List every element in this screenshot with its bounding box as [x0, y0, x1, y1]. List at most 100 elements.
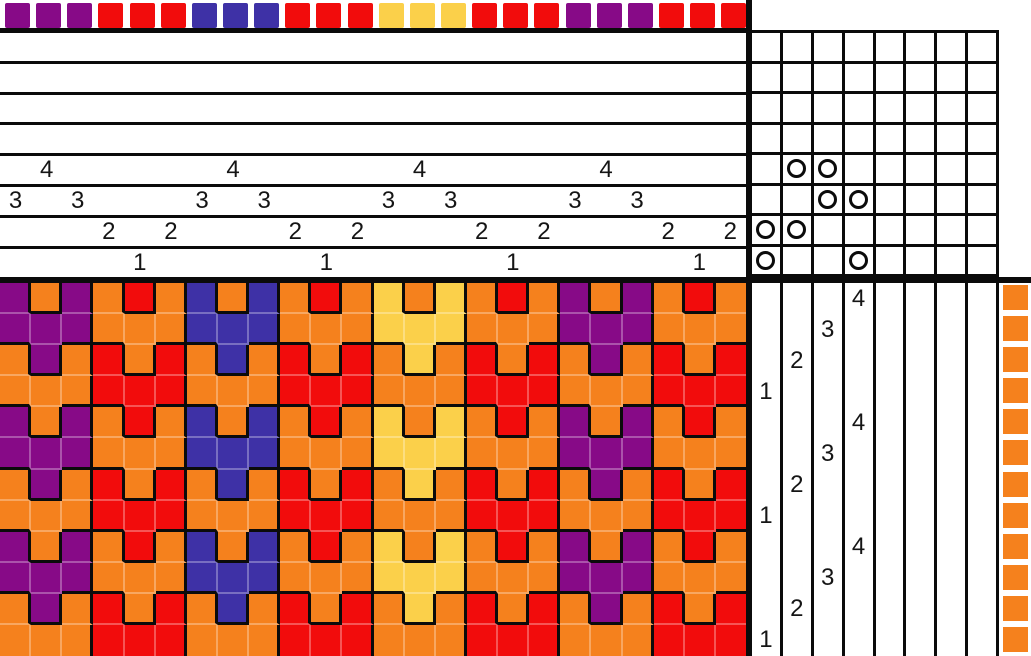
warp-color-square[interactable] [316, 3, 342, 28]
treadling-cell[interactable] [968, 345, 999, 377]
tieup-cell[interactable] [937, 33, 969, 64]
threading-cell[interactable] [528, 156, 559, 184]
treadling-cell[interactable] [845, 624, 876, 656]
treadling-cell[interactable] [937, 345, 969, 377]
threading-cell[interactable] [653, 249, 684, 277]
threading-cell[interactable]: 2 [342, 218, 373, 246]
warp-color-square[interactable] [191, 3, 217, 28]
threading-cell[interactable] [435, 156, 466, 184]
threading-cell[interactable]: 1 [497, 249, 528, 277]
weft-color-square[interactable] [1003, 285, 1028, 310]
treadling-cell[interactable] [814, 593, 845, 625]
threading-cell[interactable] [93, 33, 124, 61]
treadling-cell[interactable] [814, 469, 845, 501]
tieup-cell[interactable] [813, 33, 845, 64]
threading-cell[interactable] [373, 33, 404, 61]
treadling-cell[interactable] [906, 531, 938, 563]
threading-cell[interactable] [590, 64, 621, 92]
treadling-cell[interactable] [937, 531, 969, 563]
tieup-cell[interactable] [844, 246, 876, 277]
treadling-cell[interactable] [845, 345, 876, 377]
treadling-cell[interactable] [968, 562, 999, 594]
threading-cell[interactable] [653, 187, 684, 215]
treadling-cell[interactable] [876, 469, 907, 501]
treadling-cell[interactable] [876, 283, 907, 315]
tieup-cell[interactable] [968, 155, 999, 186]
treadling-cell[interactable]: 3 [814, 562, 845, 594]
threading-cell[interactable] [684, 125, 715, 153]
threading-cell[interactable] [653, 33, 684, 61]
treadling-cell[interactable]: 2 [783, 345, 814, 377]
tieup-cell[interactable] [937, 63, 969, 94]
treadling-cell[interactable] [845, 376, 876, 408]
threading-cell[interactable] [715, 33, 746, 61]
threading-cell[interactable] [373, 95, 404, 123]
threading-cell[interactable] [435, 125, 466, 153]
threading-cell[interactable] [653, 95, 684, 123]
warp-color-square[interactable] [721, 3, 747, 28]
treadling-cell[interactable] [814, 500, 845, 532]
treadling-cell[interactable]: 1 [752, 624, 783, 656]
threading-cell[interactable]: 3 [559, 187, 590, 215]
threading-cell[interactable] [124, 218, 155, 246]
treadling-cell[interactable] [906, 562, 938, 594]
treadling-cell[interactable]: 4 [845, 407, 876, 439]
tieup-cell[interactable] [782, 124, 814, 155]
tieup-cell[interactable] [844, 94, 876, 125]
threading-cell[interactable] [684, 218, 715, 246]
treadling-cell[interactable] [876, 376, 907, 408]
threading-cell[interactable] [186, 125, 217, 153]
treadling-cell[interactable] [906, 376, 938, 408]
treadling-cell[interactable] [783, 624, 814, 656]
threading-cell[interactable] [0, 95, 31, 123]
threading-cell[interactable] [373, 64, 404, 92]
threading-cell[interactable] [311, 187, 342, 215]
threading-cell[interactable] [497, 125, 528, 153]
threading-cell[interactable] [590, 125, 621, 153]
tieup-cell[interactable] [844, 33, 876, 64]
threading-cell[interactable]: 3 [373, 187, 404, 215]
tieup-cell[interactable] [752, 63, 783, 94]
treadling-cell[interactable] [968, 283, 999, 315]
threading-cell[interactable] [155, 33, 186, 61]
warp-color-square[interactable] [440, 3, 466, 28]
threading-cell[interactable]: 1 [684, 249, 715, 277]
threading-cell[interactable] [93, 249, 124, 277]
threading-cell[interactable]: 2 [528, 218, 559, 246]
tieup-cell[interactable] [844, 216, 876, 247]
threading-cell[interactable] [62, 33, 93, 61]
treadling-cell[interactable] [876, 500, 907, 532]
treadling-cell[interactable] [752, 283, 783, 315]
warp-color-square[interactable] [285, 3, 311, 28]
threading-cell[interactable] [590, 249, 621, 277]
threading-cell[interactable] [342, 249, 373, 277]
tieup-cell[interactable] [844, 124, 876, 155]
tieup-cell[interactable] [782, 33, 814, 64]
weft-color-square[interactable] [1003, 627, 1028, 653]
threading-cell[interactable]: 3 [622, 187, 653, 215]
threading-cell[interactable] [435, 218, 466, 246]
threading-cell[interactable] [590, 33, 621, 61]
threading-cell[interactable] [186, 249, 217, 277]
threading-cell[interactable] [93, 156, 124, 184]
threading-cell[interactable] [186, 95, 217, 123]
treadling-cell[interactable] [937, 469, 969, 501]
threading-cell[interactable] [124, 156, 155, 184]
threading-cell[interactable] [342, 64, 373, 92]
threading-cell[interactable]: 2 [280, 218, 311, 246]
threading-cell[interactable] [404, 33, 435, 61]
threading-cell[interactable] [684, 156, 715, 184]
threading-cell[interactable] [373, 156, 404, 184]
threading-cell[interactable]: 2 [466, 218, 497, 246]
threading-cell[interactable] [31, 249, 62, 277]
threading-cell[interactable] [93, 187, 124, 215]
tieup-cell[interactable] [875, 94, 907, 125]
threading-cell[interactable] [155, 125, 186, 153]
tieup-cell[interactable] [875, 124, 907, 155]
threading-cell[interactable] [466, 187, 497, 215]
threading-cell[interactable]: 1 [311, 249, 342, 277]
threading-cell[interactable]: 3 [186, 187, 217, 215]
treadling-cell[interactable] [752, 469, 783, 501]
threading-cell[interactable] [0, 218, 31, 246]
threading-cell[interactable] [155, 95, 186, 123]
